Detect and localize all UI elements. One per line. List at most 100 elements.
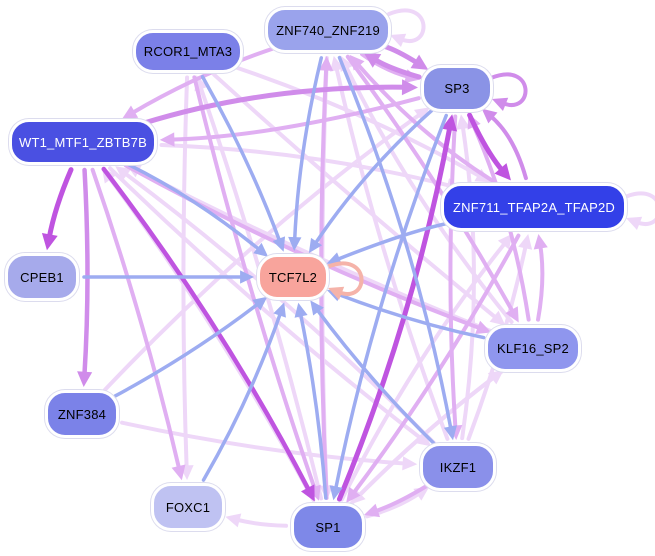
edge-SP3-to-ZNF740_ZNF219[interactable] <box>363 52 422 80</box>
edge-RCOR1_MTA3-to-TCF7L2[interactable] <box>200 74 286 252</box>
edge-WT1_MTF1_ZBTB7B-to-SP3[interactable] <box>139 79 419 127</box>
edge-IKZF1-to-SP1[interactable] <box>363 484 428 518</box>
edge-WT1_MTF1_ZBTB7B-to-CPEB1[interactable] <box>41 167 74 251</box>
node-label: ZNF711_TFAP2A_TFAP2D <box>453 199 615 215</box>
arrowhead-icon <box>300 484 315 502</box>
arrowhead-icon <box>533 233 548 250</box>
edge-SP3-to-TCF7L2[interactable] <box>308 108 434 254</box>
edge-KLF16_SP2-to-ZNF711_TFAP2A_TFAP2D[interactable] <box>533 233 548 322</box>
edge-SP3-to-ZNF711_TFAP2A_TFAP2D[interactable] <box>467 112 511 181</box>
arrowhead-icon <box>518 233 533 250</box>
edge-SP3-to-SP1[interactable] <box>329 113 448 501</box>
arrowhead-icon <box>415 431 432 447</box>
node-ZNF740_ZNF219[interactable]: ZNF740_ZNF219 <box>265 7 391 53</box>
arrowhead-icon <box>122 105 139 120</box>
self-loop-TCF7L2[interactable] <box>325 261 364 300</box>
edge-IKZF1-to-TCF7L2[interactable] <box>310 300 436 445</box>
edge-CPEB1-to-TCF7L2[interactable] <box>82 270 254 284</box>
node-CPEB1[interactable]: CPEB1 <box>5 253 79 301</box>
edge-FOXC1-to-TCF7L2[interactable] <box>201 302 286 482</box>
edge-WT1_MTF1_ZBTB7B-to-SP1[interactable] <box>101 166 315 502</box>
arrowhead-icon <box>310 300 324 316</box>
arrowhead-icon <box>410 54 429 70</box>
arrowhead-icon <box>401 79 419 96</box>
arrowhead-icon <box>363 52 382 68</box>
node-label: ZNF740_ZNF219 <box>276 22 380 38</box>
edge-ZNF740_ZNF219-to-TCF7L2[interactable] <box>288 56 324 252</box>
self-loop-ZNF711_TFAP2A_TFAP2D[interactable] <box>623 191 655 230</box>
arrowhead-icon <box>497 233 513 250</box>
arrowhead-icon <box>77 371 93 388</box>
node-label: FOXC1 <box>165 499 211 515</box>
arrowhead-icon <box>443 425 457 441</box>
edge-ZNF384-to-TCF7L2[interactable] <box>113 296 268 398</box>
arrowhead-icon <box>253 242 269 257</box>
arrowhead-icon <box>475 320 492 335</box>
arrowhead-icon <box>41 233 58 251</box>
node-IKZF1[interactable]: IKZF1 <box>420 443 496 491</box>
arrowhead-icon <box>159 132 175 147</box>
node-label: SP3 <box>444 80 470 96</box>
arrowhead-icon <box>288 236 302 252</box>
arrowhead-icon <box>171 464 186 481</box>
node-label: KLF16_SP2 <box>497 340 569 356</box>
arrowhead-icon <box>456 114 471 130</box>
self-loop-SP3[interactable] <box>489 72 528 111</box>
node-RCOR1_MTA3[interactable]: RCOR1_MTA3 <box>133 29 243 73</box>
edge-WT1_MTF1_ZBTB7B-to-FOXC1[interactable] <box>90 167 186 481</box>
arrowhead-icon <box>240 270 254 284</box>
arrowhead-icon <box>346 486 361 503</box>
arrowhead-icon <box>390 33 407 47</box>
edge-SP1-to-TCF7L2[interactable] <box>294 302 328 500</box>
edge-ZNF384-to-IKZF1[interactable] <box>120 420 418 471</box>
arrowhead-icon <box>329 485 343 501</box>
node-WT1_MTF1_ZBTB7B[interactable]: WT1_MTF1_ZBTB7B <box>9 119 157 165</box>
arrowhead-icon <box>225 513 242 528</box>
arrowhead-icon <box>441 114 458 132</box>
node-TCF7L2[interactable]: TCF7L2 <box>257 254 329 300</box>
node-SP3[interactable]: SP3 <box>421 64 493 112</box>
arrowhead-icon <box>328 286 345 300</box>
node-FOXC1[interactable]: FOXC1 <box>151 483 225 531</box>
arrowhead-icon <box>252 296 268 311</box>
arrowhead-icon <box>505 306 519 323</box>
arrowhead-icon <box>294 302 308 318</box>
edge-SP1-to-FOXC1[interactable] <box>225 513 289 528</box>
node-label: ZNF384 <box>57 406 107 422</box>
arrowhead-icon <box>402 456 418 471</box>
arrowhead-icon <box>308 237 323 254</box>
node-label: SP1 <box>315 519 341 535</box>
edge-ZNF740_ZNF219-to-IKZF1[interactable] <box>337 55 457 441</box>
arrowhead-icon <box>349 54 365 71</box>
edge-ZNF740_ZNF219-to-SP3[interactable] <box>381 43 429 70</box>
self-loop-ZNF740_ZNF219[interactable] <box>387 8 426 47</box>
edge-ZNF711_TFAP2A_TFAP2D-to-SP3[interactable] <box>481 108 528 181</box>
arrowhead-icon <box>363 503 381 518</box>
arrowhead-icon <box>326 252 342 265</box>
node-SP1[interactable]: SP1 <box>291 503 365 551</box>
arrowhead-icon <box>492 97 509 111</box>
edge-ZNF384-to-SP3[interactable] <box>103 107 431 392</box>
node-label: WT1_MTF1_ZBTB7B <box>19 134 147 150</box>
node-label: TCF7L2 <box>268 269 318 285</box>
node-ZNF384[interactable]: ZNF384 <box>45 390 119 438</box>
node-ZNF711_TFAP2A_TFAP2D[interactable]: ZNF711_TFAP2A_TFAP2D <box>441 183 627 231</box>
edge-WT1_MTF1_ZBTB7B-to-IKZF1[interactable] <box>108 166 432 447</box>
node-label: CPEB1 <box>20 269 64 285</box>
arrowhead-icon <box>481 108 498 124</box>
arrowhead-icon <box>273 302 286 318</box>
edge-WT1_MTF1_ZBTB7B-to-TCF7L2[interactable] <box>127 163 269 257</box>
edge-RCOR1_MTA3-to-KLF16_SP2[interactable] <box>212 72 506 326</box>
arrowhead-icon <box>318 55 334 71</box>
edge-ZNF711_TFAP2A_TFAP2D-to-ZNF740_ZNF219[interactable] <box>349 54 495 183</box>
arrowhead-icon <box>626 216 643 230</box>
arrowhead-icon <box>115 166 132 181</box>
arrowhead-icon <box>413 107 431 122</box>
arrowhead-icon <box>272 236 286 252</box>
edge-SP3-to-WT1_MTF1_ZBTB7B[interactable] <box>159 96 421 147</box>
arrowhead-icon <box>489 310 506 326</box>
node-KLF16_SP2[interactable]: KLF16_SP2 <box>485 324 581 372</box>
edge-SP1-to-SP3[interactable] <box>336 114 458 502</box>
